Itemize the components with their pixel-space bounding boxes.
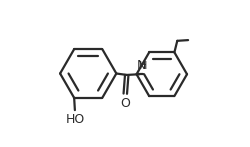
- Text: HO: HO: [65, 113, 84, 126]
- Text: O: O: [120, 97, 130, 110]
- Text: N: N: [136, 59, 146, 72]
- Text: H: H: [139, 61, 147, 71]
